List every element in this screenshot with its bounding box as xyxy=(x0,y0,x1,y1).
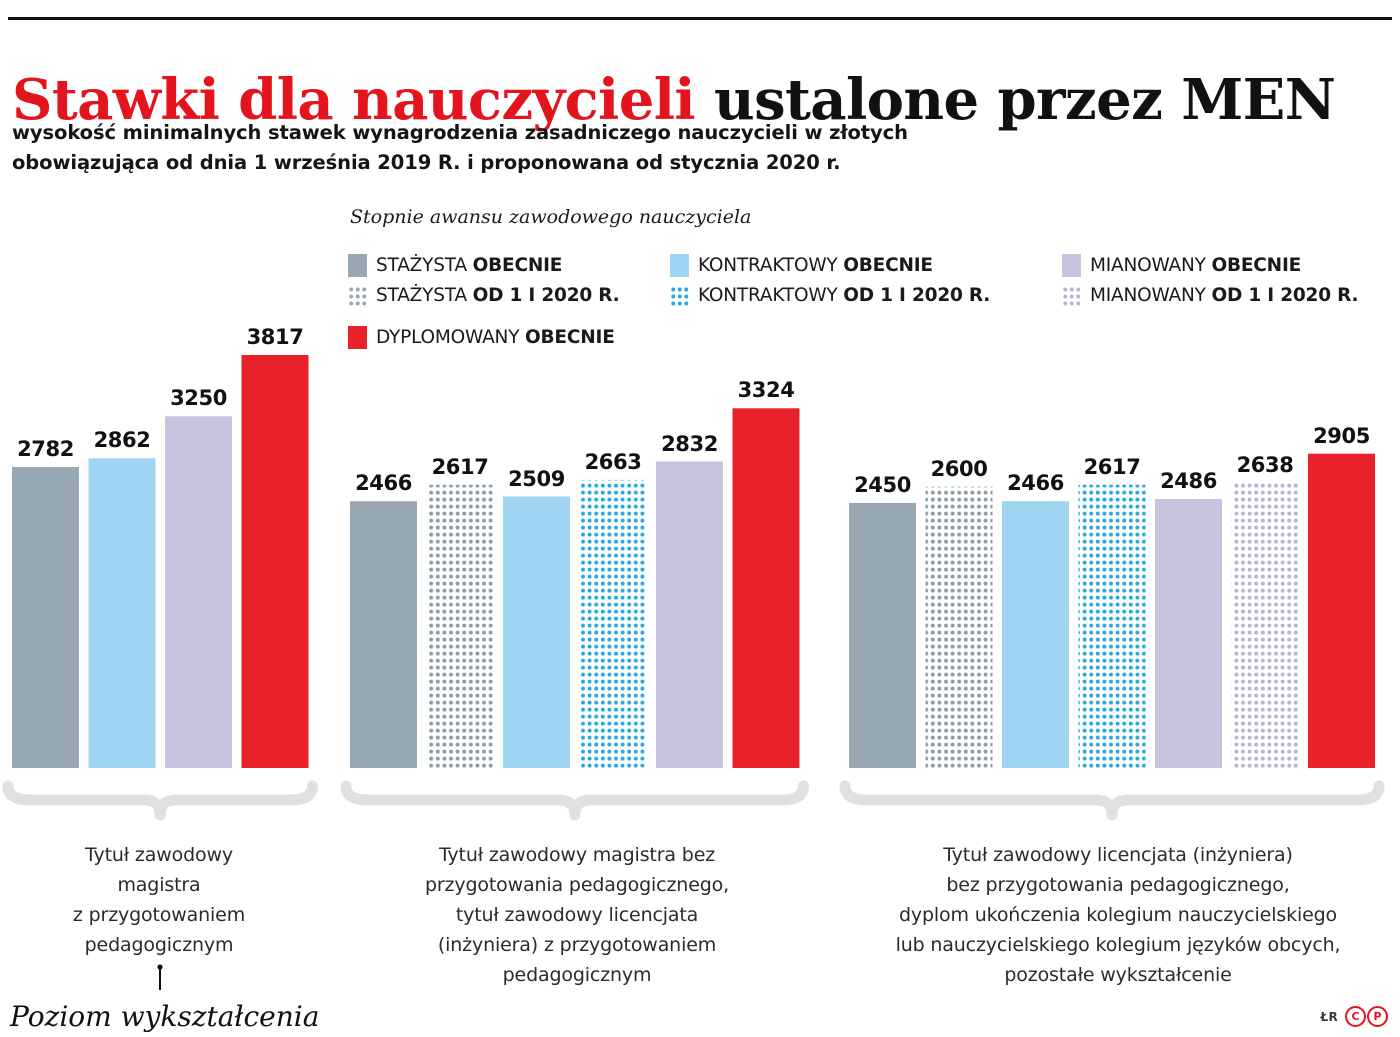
legend-label-kontraktowy-obecnie: KONTRAKTOWY OBECNIE xyxy=(698,254,933,276)
group-caption-line: Tytuł zawodowy xyxy=(85,844,233,866)
bar-value-label: 2486 xyxy=(1160,469,1217,493)
bar-value-label: 2638 xyxy=(1236,452,1294,477)
group-caption-line: Tytuł zawodowy licencjata (inżyniera) xyxy=(943,844,1293,866)
legend-column-stazysta: STAŻYSTA OBECNIE STAŻYSTA OD 1 I 2020 R. xyxy=(348,250,620,310)
group-brace xyxy=(2,780,318,821)
group-caption-3: Tytuł zawodowy licencjata (inżyniera) bez… xyxy=(840,840,1396,990)
group-caption-line: pedagogicznym xyxy=(84,934,234,956)
bar xyxy=(88,458,156,768)
bar-value-label: 2782 xyxy=(17,436,74,461)
legend-label-stazysta-obecnie: STAŻYSTA OBECNIE xyxy=(376,254,563,276)
bar-value-label: 3817 xyxy=(246,325,304,349)
legend-swatch-dyplomowany-obecnie xyxy=(348,325,367,349)
bar xyxy=(503,496,570,768)
group-caption-line: magistra xyxy=(117,874,201,896)
legend-swatch-kontraktowy-2020 xyxy=(670,284,689,306)
bar xyxy=(849,502,916,768)
bar xyxy=(241,355,309,768)
legend-item-stazysta-2020[interactable]: STAŻYSTA OD 1 I 2020 R. xyxy=(348,280,620,310)
legend-item-kontraktowy-2020[interactable]: KONTRAKTOWY OD 1 I 2020 R. xyxy=(670,280,990,310)
legend-item-dyplomowany-obecnie[interactable]: DYPLOMOWANY OBECNIE xyxy=(348,322,615,352)
legend-item-mianowany-obecnie[interactable]: MIANOWANY OBECNIE xyxy=(1062,250,1358,280)
page-title: Stawki dla nauczycieli ustalone przez ME… xyxy=(12,68,1392,132)
bar-value-label: 2617 xyxy=(431,454,489,479)
group-caption-2: Tytuł zawodowy magistra bez przygotowania… xyxy=(382,840,772,990)
bar xyxy=(12,467,79,768)
legend-swatch-stazysta-obecnie xyxy=(348,253,367,277)
bar-value-label: 2663 xyxy=(584,449,642,474)
bar xyxy=(579,479,647,768)
bar xyxy=(1308,453,1375,768)
group-caption-line: pedagogicznym xyxy=(502,964,652,986)
legend-swatch-mianowany-obecnie xyxy=(1062,253,1081,277)
legend-column-mianowany: MIANOWANY OBECNIE MIANOWANY OD 1 I 2020 … xyxy=(1062,250,1359,310)
copyright-p-icon: P xyxy=(1367,1006,1388,1027)
legend-label-mianowany-2020: MIANOWANY OD 1 I 2020 R. xyxy=(1090,284,1359,306)
axis-pointer xyxy=(157,964,163,990)
group-brace xyxy=(839,780,1385,821)
bar-value-label: 2832 xyxy=(661,431,718,456)
page-title-highlight: Stawki dla nauczycieli xyxy=(12,66,696,133)
legend-label-mianowany-obecnie: MIANOWANY OBECNIE xyxy=(1090,254,1302,276)
legend-label-dyplomowany-obecnie: DYPLOMOWANY OBECNIE xyxy=(376,326,615,348)
copyright-c-icon: C xyxy=(1345,1006,1366,1027)
group-caption-1: Tytuł zawodowy magistra z przygotowaniem pe… xyxy=(20,840,298,960)
group-caption-line: pozostałe wykształcenie xyxy=(1004,964,1232,986)
axis-note: Poziom wykształcenia xyxy=(10,1000,320,1033)
bar-value-label: 2466 xyxy=(1007,471,1064,496)
bars-layer xyxy=(12,355,1375,768)
bar xyxy=(732,408,800,768)
bar xyxy=(1078,484,1146,768)
group-caption-line: tytuł zawodowy licencjata xyxy=(455,904,699,926)
group-caption-line: (inżyniera) z przygotowaniem xyxy=(437,934,717,956)
copyright-mark: C P xyxy=(1345,1006,1388,1027)
legend-label-stazysta-2020: STAŻYSTA OD 1 I 2020 R. xyxy=(376,284,620,306)
group-caption-line: z przygotowaniem xyxy=(72,904,246,926)
bar xyxy=(1155,499,1222,768)
group-caption-line: Tytuł zawodowy magistra bez xyxy=(438,844,716,866)
group-brace xyxy=(340,780,809,821)
legend-item-mianowany-2020[interactable]: MIANOWANY OD 1 I 2020 R. xyxy=(1062,280,1359,310)
header-rule xyxy=(8,17,1392,20)
bar-value-label: 3324 xyxy=(737,378,795,403)
credits: ŁR C P xyxy=(1320,1006,1388,1027)
page-subtitle: wysokość minimalnych stawek wynagrodzeni… xyxy=(12,118,1212,178)
legend-swatch-stazysta-2020 xyxy=(348,284,367,306)
bar-value-label: 2862 xyxy=(93,428,151,453)
page-title-rest: ustalone przez MEN xyxy=(695,66,1336,133)
group-caption-line: bez przygotowania pedagogicznego, xyxy=(946,874,1290,896)
legend-swatch-kontraktowy-obecnie xyxy=(670,253,689,277)
bar xyxy=(1231,482,1299,768)
bar xyxy=(426,484,494,768)
bar xyxy=(925,486,993,768)
legend-title: Stopnie awansu zawodowego nauczyciela xyxy=(350,206,752,228)
page-subtitle-line-1: wysokość minimalnych stawek wynagrodzeni… xyxy=(12,121,908,144)
bar-value-label: 2466 xyxy=(355,471,412,496)
bar-value-label: 2450 xyxy=(854,472,911,497)
bar-value-label: 2617 xyxy=(1083,454,1141,479)
group-caption-line: dyplom ukończenia kolegium nauczycielski… xyxy=(899,904,1337,926)
page-subtitle-line-2: obowiązująca od dnia 1 września 2019 R. … xyxy=(12,151,841,174)
legend-column-dyplomowany: DYPLOMOWANY OBECNIE xyxy=(348,322,615,352)
legend-label-kontraktowy-2020: KONTRAKTOWY OD 1 I 2020 R. xyxy=(698,284,991,306)
bar-value-label: 3250 xyxy=(170,386,227,411)
group-caption-line: lub nauczycielskiego kolegium języków ob… xyxy=(895,934,1341,956)
bar-value-label: 2600 xyxy=(930,456,988,481)
legend-swatch-mianowany-2020 xyxy=(1062,284,1081,306)
bar xyxy=(656,461,723,768)
bar xyxy=(350,501,417,768)
bar xyxy=(165,416,232,768)
legend-item-kontraktowy-obecnie[interactable]: KONTRAKTOWY OBECNIE xyxy=(670,250,990,280)
group-braces xyxy=(2,780,1385,821)
legend-item-stazysta-obecnie[interactable]: STAŻYSTA OBECNIE xyxy=(348,250,620,280)
bar xyxy=(1002,501,1069,768)
bar-value-label: 2905 xyxy=(1313,423,1370,448)
legend-column-kontraktowy: KONTRAKTOWY OBECNIE KONTRAKTOWY OD 1 I 2… xyxy=(670,250,990,310)
group-caption-line: przygotowania pedagogicznego, xyxy=(424,874,730,896)
bar-value-label: 2509 xyxy=(508,466,565,491)
author-initials: ŁR xyxy=(1320,1009,1338,1024)
